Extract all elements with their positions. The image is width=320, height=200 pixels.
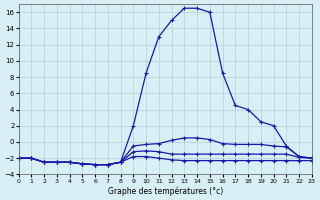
X-axis label: Graphe des températures (°c): Graphe des températures (°c) — [108, 186, 223, 196]
